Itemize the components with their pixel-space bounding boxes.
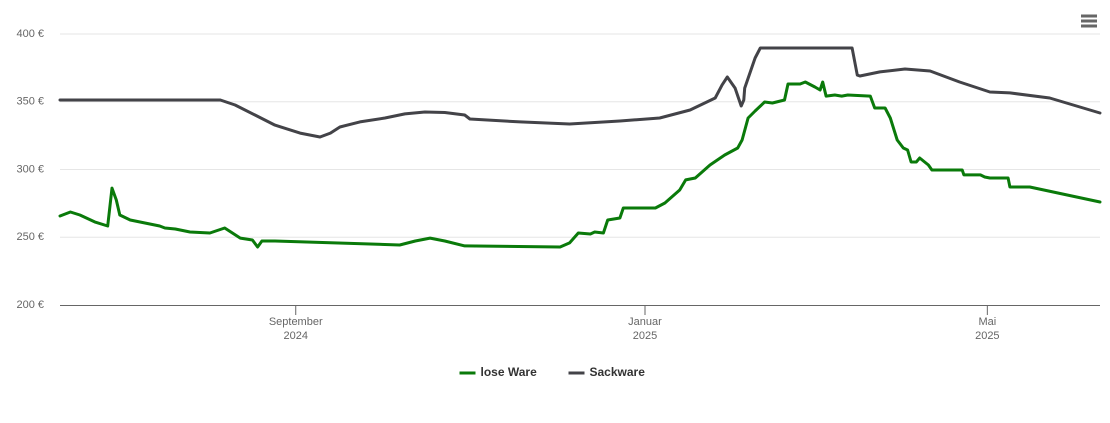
- x-tick-label: Januar 2025: [628, 316, 662, 342]
- legend-item[interactable]: Sackware: [568, 365, 646, 379]
- legend: lose Ware Sackware: [459, 365, 646, 379]
- x-tick-label-line: Mai: [978, 316, 996, 328]
- y-tick-label: 200 €: [16, 299, 44, 311]
- x-tick-label-line: 2025: [633, 330, 657, 342]
- menu-button[interactable]: [1078, 12, 1100, 32]
- legend-label: lose Ware: [481, 365, 538, 379]
- y-tick-label: 300 €: [16, 163, 44, 175]
- series-line: [58, 80, 1102, 249]
- x-tick-label-line: Januar: [628, 316, 662, 328]
- x-tick-label-line: September: [269, 316, 323, 328]
- y-tick-label: 400 €: [16, 28, 44, 40]
- x-tick-label-line: 2025: [975, 330, 999, 342]
- x-tick-label: Mai 2025: [975, 316, 999, 342]
- y-tick-label: 350 €: [16, 96, 44, 108]
- legend-item[interactable]: lose Ware: [459, 365, 538, 379]
- y-tick-label: 250 €: [16, 231, 44, 243]
- x-tick-label: September 2024: [269, 316, 323, 342]
- x-tick-label-line: 2024: [283, 330, 307, 342]
- series-line: [58, 46, 1102, 139]
- legend-label: Sackware: [590, 365, 646, 379]
